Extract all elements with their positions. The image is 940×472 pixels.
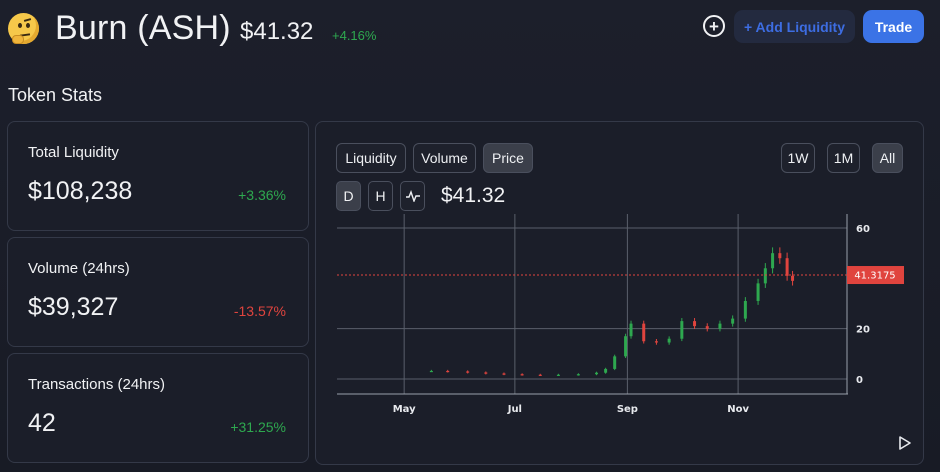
tab-liquidity[interactable]: Liquidity <box>336 143 406 173</box>
candle-body <box>763 268 767 284</box>
interval-daily-button[interactable]: D <box>336 181 361 211</box>
add-plus-circle-icon[interactable]: + <box>703 15 725 37</box>
candle-body <box>446 370 450 373</box>
candle-body <box>538 374 542 376</box>
current-price-tag-label: 41.3175 <box>854 271 895 282</box>
candle-body <box>667 338 671 343</box>
token-stats-title: Token Stats <box>8 85 103 105</box>
stat-delta: +31.25% <box>230 419 286 435</box>
stat-card-transactions: Transactions (24hrs) 42 +31.25% <box>7 353 309 463</box>
price-chart[interactable]: 0 20 60 May Jul Sep Nov 41.3175 <box>316 122 925 422</box>
token-price: $41.32 <box>240 18 314 45</box>
stat-value: 42 <box>28 409 56 437</box>
line-chart-toggle-icon[interactable] <box>400 181 425 211</box>
candle-body <box>731 318 735 324</box>
candle-body <box>502 373 506 375</box>
header: Burn (ASH) $41.32 +4.16% + + Add Liquidi… <box>0 0 940 60</box>
candle-body <box>595 372 599 375</box>
candle-body <box>604 368 608 373</box>
candle-body <box>520 374 524 376</box>
plus-icon: + <box>709 16 719 36</box>
range-all-button[interactable]: All <box>872 143 903 173</box>
range-1m-button[interactable]: 1M <box>827 143 860 173</box>
add-liquidity-button[interactable]: + Add Liquidity <box>734 10 855 43</box>
candle-body <box>718 323 722 329</box>
play-icon[interactable] <box>898 436 911 450</box>
thinking-face-icon <box>8 13 39 44</box>
stat-value: $108,238 <box>28 177 133 205</box>
stat-label: Transactions (24hrs) <box>28 376 165 393</box>
x-tick-label: Sep <box>617 404 638 415</box>
candle-body <box>743 300 747 319</box>
candle-body <box>613 356 617 369</box>
y-tick-label: 20 <box>856 325 870 336</box>
candle-body <box>778 253 782 259</box>
candle-body <box>624 336 628 357</box>
stat-value: $39,327 <box>28 293 119 321</box>
candle-body <box>654 341 658 343</box>
stat-delta: -13.57% <box>233 303 286 319</box>
candle-body <box>756 283 760 301</box>
candle-body <box>429 370 433 373</box>
token-name: Burn (ASH) <box>55 9 231 47</box>
candle-body <box>642 323 646 342</box>
stat-card-total-liquidity: Total Liquidity $108,238 +3.36% <box>7 121 309 231</box>
x-tick-label: Jul <box>507 404 522 415</box>
stat-card-volume: Volume (24hrs) $39,327 -13.57% <box>7 237 309 347</box>
candle-body <box>556 374 560 376</box>
x-tick-label: May <box>393 404 416 415</box>
candle-body <box>705 326 709 329</box>
token-price-change: +4.16% <box>332 28 377 43</box>
candle-body <box>484 372 488 374</box>
x-tick-label: Nov <box>727 404 749 415</box>
y-tick-label: 0 <box>856 375 863 386</box>
trade-button[interactable]: Trade <box>863 10 924 43</box>
tab-volume[interactable]: Volume <box>413 143 476 173</box>
tab-price[interactable]: Price <box>483 143 533 173</box>
candle-body <box>791 275 795 281</box>
chart-current-price: $41.32 <box>441 184 506 207</box>
candle-body <box>629 323 633 337</box>
stat-label: Total Liquidity <box>28 144 119 161</box>
candle-body <box>466 371 470 373</box>
current-price-tag <box>847 266 904 285</box>
candle-body <box>693 321 697 327</box>
y-tick-label: 60 <box>856 224 870 235</box>
candle-body <box>771 253 775 269</box>
chart-panel: Liquidity Volume Price 1W 1M All D H $41… <box>315 121 924 465</box>
range-1w-button[interactable]: 1W <box>781 143 815 173</box>
candle-body <box>680 321 684 339</box>
candle-body <box>785 258 789 276</box>
interval-hourly-button[interactable]: H <box>368 181 393 211</box>
candle-body <box>576 374 580 376</box>
stat-label: Volume (24hrs) <box>28 260 130 277</box>
stat-delta: +3.36% <box>238 187 286 203</box>
